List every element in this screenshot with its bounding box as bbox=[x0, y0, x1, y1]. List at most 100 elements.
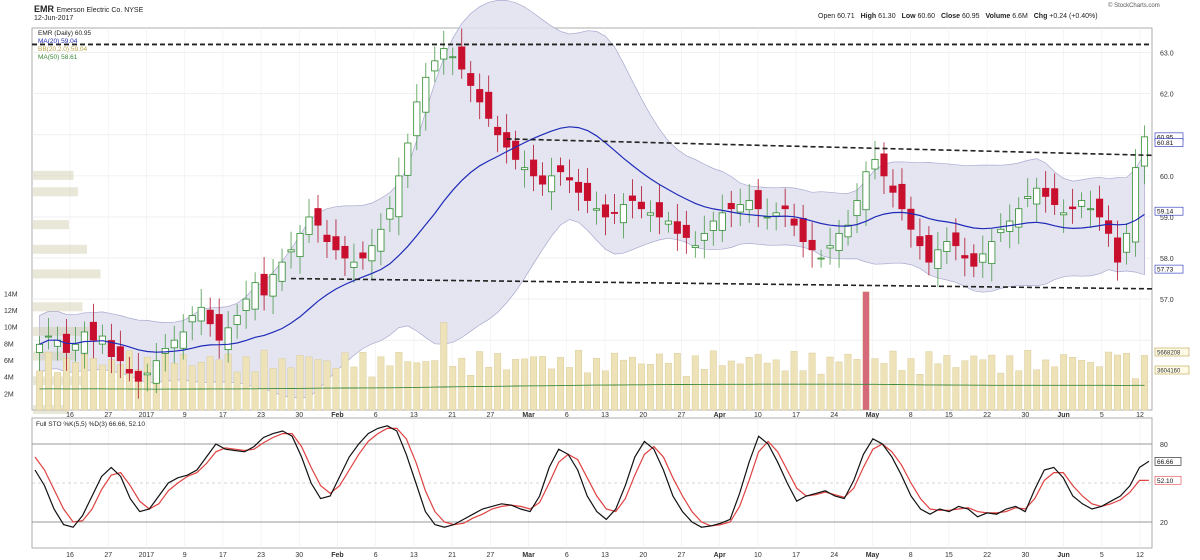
candle-body bbox=[413, 101, 421, 137]
candle-body bbox=[682, 224, 690, 238]
stochastic-k-line bbox=[34, 425, 1150, 528]
x-tick-label: 6 bbox=[374, 412, 378, 419]
volume-bar bbox=[332, 367, 340, 411]
candle-body bbox=[781, 205, 789, 210]
close-value: 60.95 bbox=[962, 13, 980, 20]
candle-body bbox=[98, 335, 106, 345]
candle-body bbox=[952, 232, 960, 247]
price-right-label: 60.95 bbox=[1157, 134, 1174, 141]
candle-body bbox=[691, 245, 699, 248]
volume-bar bbox=[754, 354, 762, 411]
volume-bar bbox=[485, 367, 493, 411]
volume-bar bbox=[835, 361, 843, 411]
volume-bar bbox=[431, 360, 439, 411]
x-tick-label: 21 bbox=[448, 412, 456, 419]
candle-body bbox=[898, 183, 906, 210]
x-tick-label: 10 bbox=[754, 412, 762, 419]
candle-body bbox=[197, 306, 205, 322]
volume-profile-bar bbox=[33, 351, 77, 361]
candle-body bbox=[125, 368, 133, 374]
candle-body bbox=[332, 236, 340, 251]
volume-bar bbox=[89, 358, 97, 411]
candle-body bbox=[997, 228, 1005, 234]
x-tick-label: Apr bbox=[714, 552, 726, 559]
x-tick-label: 17 bbox=[219, 552, 227, 559]
candle-body bbox=[1051, 188, 1059, 206]
volume-bar bbox=[1123, 353, 1130, 411]
candle-body bbox=[727, 202, 735, 210]
candle-body bbox=[305, 216, 313, 235]
volume-profile-bar bbox=[33, 170, 74, 180]
candle-body bbox=[296, 232, 304, 258]
candle-body bbox=[1060, 212, 1068, 216]
candle-body bbox=[170, 339, 178, 349]
volume-bar bbox=[898, 370, 906, 411]
candle-body bbox=[736, 204, 744, 213]
candle-body bbox=[754, 190, 762, 210]
candle-body bbox=[242, 298, 250, 311]
ticker-label: EMR Emerson Electric Co. NYSE bbox=[34, 4, 143, 14]
x-tick-label: 9 bbox=[183, 552, 187, 559]
candle-body bbox=[871, 159, 879, 170]
x-tick-label: 30 bbox=[295, 412, 303, 419]
x-tick-label: Jun bbox=[1057, 412, 1069, 419]
volume-right-box bbox=[1154, 347, 1190, 357]
candle-body bbox=[269, 274, 277, 297]
volume-bar bbox=[700, 369, 708, 411]
volume-bar bbox=[862, 291, 870, 411]
x-tick-label: 10 bbox=[754, 552, 762, 559]
candle-body bbox=[745, 200, 753, 211]
candle-body bbox=[44, 335, 53, 338]
volume-bar bbox=[611, 352, 618, 411]
price-legend-entry: EMR (Daily) 60.95 bbox=[38, 30, 91, 37]
price-tick-label: 59.0 bbox=[1160, 215, 1174, 222]
price-legend-entry: BB(20,2.0) 59.04 bbox=[38, 46, 88, 53]
volume-bar bbox=[988, 354, 996, 411]
x-tick-label: 8 bbox=[909, 412, 913, 419]
high-value: 61.30 bbox=[878, 13, 896, 20]
candle-body bbox=[485, 91, 493, 119]
volume-bar bbox=[314, 359, 322, 411]
candle-body bbox=[565, 177, 574, 181]
candle-body bbox=[610, 212, 619, 214]
volume-bar bbox=[593, 357, 600, 411]
volume-bar bbox=[1132, 378, 1139, 411]
volume-bar bbox=[1060, 354, 1068, 411]
volume-bar bbox=[1096, 366, 1104, 411]
candle-body bbox=[673, 221, 681, 234]
volume-tick-label: 2M bbox=[4, 391, 14, 398]
candle-body bbox=[323, 234, 331, 242]
x-tick-label: 17 bbox=[792, 552, 800, 559]
volume-bar bbox=[1087, 362, 1095, 411]
x-tick-label: 9 bbox=[183, 412, 187, 419]
x-tick-label: 27 bbox=[486, 552, 494, 559]
chg-value: +0.24 (+0.40%) bbox=[1049, 13, 1098, 20]
price-legend-entry: MA(20) 59.04 bbox=[38, 38, 78, 45]
candle-body bbox=[1042, 187, 1050, 197]
volume-bar bbox=[512, 359, 520, 411]
x-tick-label: 12 bbox=[1136, 552, 1144, 559]
x-tick-label: Feb bbox=[331, 412, 343, 419]
candle-body bbox=[278, 261, 286, 282]
volume-bar bbox=[763, 362, 771, 411]
candles bbox=[35, 28, 1149, 399]
candle-body bbox=[592, 208, 601, 211]
volume-bar bbox=[548, 368, 556, 411]
low-label: Low bbox=[901, 13, 916, 20]
candle-body bbox=[1033, 187, 1041, 205]
candle-body bbox=[548, 175, 556, 193]
volume-bar bbox=[521, 358, 529, 411]
volume-bar bbox=[1033, 369, 1041, 411]
stochastic-legend: Full STO %K(5,5) %D(3) 66.66, 52.10 bbox=[36, 421, 145, 428]
candle-body bbox=[808, 239, 816, 251]
candle-body bbox=[1087, 208, 1095, 211]
volume-bar bbox=[341, 352, 349, 411]
candle-body bbox=[206, 309, 214, 325]
candle-body bbox=[1096, 198, 1104, 218]
x-tick-label: 6 bbox=[565, 552, 569, 559]
credit-label: © StockCharts.com bbox=[1108, 3, 1160, 9]
x-tick-label: 27 bbox=[104, 412, 112, 419]
candle-body bbox=[386, 208, 394, 220]
x-tick-label: 17 bbox=[792, 412, 800, 419]
candle-body bbox=[637, 201, 645, 210]
